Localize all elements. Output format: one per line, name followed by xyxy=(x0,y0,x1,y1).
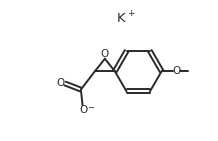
Text: O: O xyxy=(101,49,109,59)
Text: K: K xyxy=(117,12,125,25)
Text: −: − xyxy=(87,103,94,112)
Text: +: + xyxy=(127,9,135,18)
Text: O: O xyxy=(173,66,181,76)
Text: O: O xyxy=(79,105,88,115)
Text: O: O xyxy=(57,78,65,88)
